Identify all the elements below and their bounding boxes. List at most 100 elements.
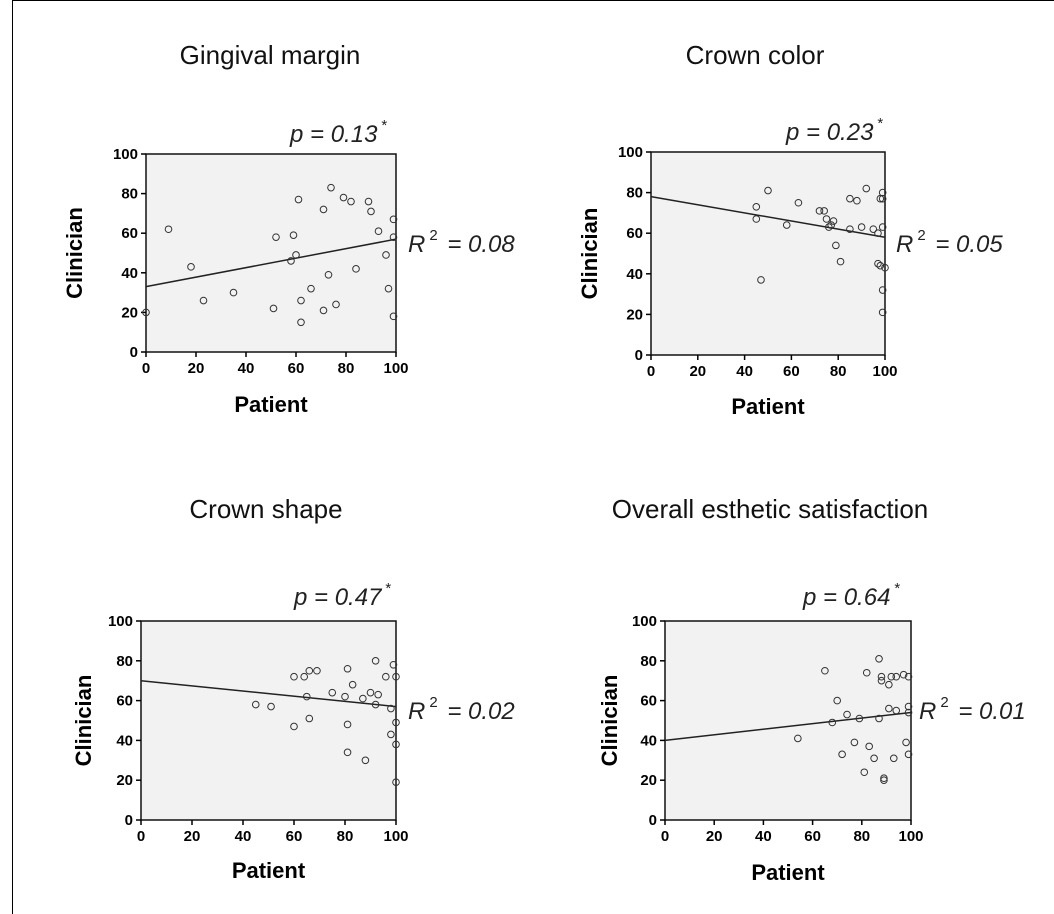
y-tick-label: 40 [121,265,138,282]
x-axis-label: Patient [234,392,308,417]
data-point [752,215,761,223]
data-point [889,754,898,763]
y-tick-label: 80 [116,653,133,670]
data-point [272,233,280,241]
regression-line [664,711,912,742]
data-point [764,186,772,195]
data-point [313,666,321,675]
x-tick-label: 20 [184,828,201,845]
data-point [862,668,871,677]
x-tick-label: 0 [142,360,150,377]
data-point [820,207,828,215]
data-point [290,672,298,681]
data-point [387,730,395,739]
r-squared-value: = 0.05 [935,231,1003,258]
r-squared-value: = 0.01 [958,698,1025,725]
data-point [870,754,878,763]
data-point [904,702,913,711]
data-point [865,742,873,751]
data-point [880,774,888,783]
data-point [757,276,765,284]
data-point [782,221,791,229]
chart-title: Crown color [686,40,825,70]
y-tick-label: 20 [626,306,643,323]
data-point [339,193,348,202]
data-point [853,196,861,205]
figure-frame [12,0,1054,914]
data-point [332,300,340,309]
y-tick-label: 100 [113,146,138,163]
data-point [269,304,278,313]
data-point [904,672,913,681]
data-point [300,672,309,681]
data-point [164,225,173,234]
r-squared-value: = 0.08 [447,231,515,258]
x-tick-label: 80 [853,828,870,845]
data-point [307,284,315,293]
data-point [343,748,352,757]
data-point [899,670,908,679]
data-point [392,718,400,727]
data-point [361,756,370,765]
data-point [389,233,398,241]
x-tick-label: 0 [661,828,669,845]
data-point [878,223,887,231]
scatter-panel-3: Crown shape 0 20 40 60 80 100 0 20 40 60 80 100 Patie… [71,494,515,883]
data-point [892,706,901,715]
data-point [874,229,882,237]
scatter-panel-1: Gingival margin 0 20 40 60 80 100 0 20 40 60 80 100 P… [62,40,515,417]
data-point [885,704,893,713]
plot-area [145,153,397,353]
plot-area [664,620,912,821]
data-point [877,672,886,681]
data-point [885,680,893,689]
x-tick-label: 100 [383,828,408,845]
data-point [392,778,400,786]
y-tick-label: 80 [121,186,138,203]
y-axis-label: Clinician [577,208,602,300]
r-squared-exponent: 2 [429,227,437,244]
data-point [860,768,869,777]
p-value-label: p = 0.47 [293,584,383,611]
x-tick-label: 20 [689,363,706,380]
data-point [878,188,887,197]
data-point [343,720,352,729]
data-point [843,710,851,719]
r-squared-prefix: R [408,231,425,258]
data-point [341,692,349,701]
data-point [187,263,195,271]
y-tick-label: 40 [626,266,643,283]
data-point [794,734,802,743]
data-point [875,655,883,663]
data-point [392,672,400,681]
data-point [904,708,913,717]
x-tick-label: 20 [188,360,205,377]
data-point [347,197,355,206]
data-point [878,194,887,203]
x-tick-label: 80 [337,828,354,845]
data-point [838,750,846,759]
y-tick-label: 20 [640,772,657,789]
p-value-asterisk: * [381,117,387,134]
y-axis-label: Clinician [597,675,622,767]
r-squared-exponent: 2 [940,694,948,711]
data-point [821,666,829,675]
x-tick-label: 0 [647,363,655,380]
scatter-panel-2: Crown color 0 20 40 60 80 100 0 20 40 60 80 100 Patie… [577,40,1003,419]
data-point [367,207,375,216]
data-point [875,714,883,723]
data-point [371,657,380,665]
data-point [825,223,833,231]
data-point [294,195,303,204]
data-point [319,306,328,315]
data-point [251,700,260,709]
y-tick-label: 20 [116,772,133,789]
r-squared-prefix: R [408,698,425,725]
y-tick-label: 0 [125,812,133,829]
data-point [887,672,896,681]
data-point [292,251,300,259]
data-point [846,225,854,233]
data-point [878,286,887,294]
regression-line [140,679,397,708]
x-tick-label: 100 [872,363,897,380]
